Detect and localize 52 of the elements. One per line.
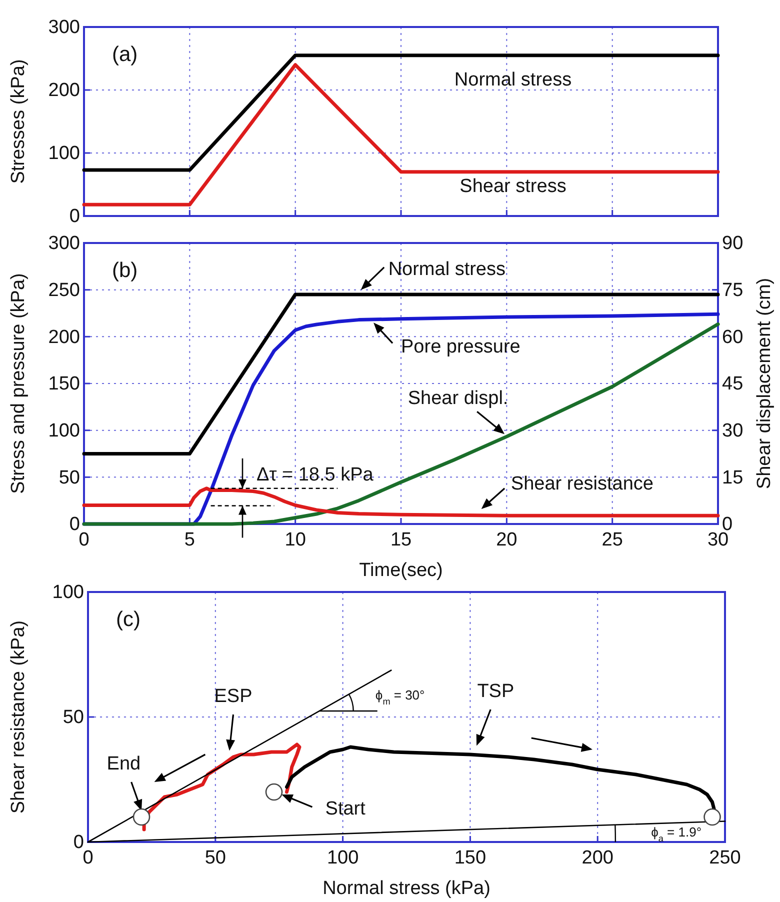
y-tick-label: 50 [62, 707, 84, 728]
y-axis-title: Stress and pressure (kPa) [8, 273, 29, 494]
series-label: Shear resistance [510, 473, 654, 494]
y2-tick-label: 45 [722, 374, 744, 395]
annotation: ϕ$_{m}$ = 30° [375, 688, 425, 706]
y-axis-title: Stresses (kPa) [8, 59, 29, 184]
series-label: Shear stress [460, 176, 566, 198]
y-tick-label: 50 [58, 467, 80, 488]
y-tick-label: 200 [48, 80, 80, 102]
x-tick-label: 100 [326, 847, 359, 868]
y-tick-label: 0 [69, 514, 80, 536]
y2-tick-label: 30 [722, 420, 744, 442]
x-tick-label: 250 [709, 847, 741, 868]
x-tick-label: 5 [184, 529, 195, 550]
x-axis-title: Normal stress (kPa) [322, 878, 490, 899]
legend-label: Normal stress [388, 258, 506, 280]
series-label: Pore pressure [401, 336, 520, 358]
y-tick-label: 0 [73, 832, 84, 854]
y2-tick-label: 75 [722, 280, 744, 301]
x-tick-label: 10 [284, 529, 306, 550]
text: TSP [477, 681, 514, 702]
x-tick-label: 50 [204, 847, 226, 868]
text: (a) [112, 43, 138, 66]
annotation: ϕ$_{a}$ = 1.9° [651, 824, 702, 844]
annotation: Δτ = 18.5 kPa [256, 464, 374, 486]
y2-tick-label: 15 [722, 467, 744, 488]
y-tick-label: 150 [48, 374, 80, 395]
annotation: Start [325, 798, 366, 820]
y-tick-label: 200 [48, 326, 80, 348]
x-tick-label: 25 [602, 529, 623, 550]
y-tick-label: 100 [48, 143, 80, 164]
y2-axis-title: Shear displacement (cm) [754, 278, 775, 490]
y-tick-label: 100 [52, 582, 84, 604]
series-label: Shear displ. [408, 388, 508, 410]
annotation: End [106, 754, 141, 774]
x-tick-label: 20 [496, 529, 518, 550]
text: ESP [214, 686, 252, 707]
y-tick-label: 300 [48, 17, 80, 38]
y-tick-label: 300 [48, 233, 80, 254]
y-tick-label: 0 [69, 206, 80, 228]
y-axis-title: Shear resistance (kPa) [8, 620, 29, 814]
text: (c) [116, 608, 140, 631]
y2-tick-label: 60 [722, 326, 744, 348]
x-tick-label: 150 [454, 847, 486, 868]
x-tick-label: 15 [390, 529, 412, 550]
y2-tick-label: 90 [722, 233, 744, 254]
x-axis-title: Time(sec) [359, 560, 443, 581]
y-tick-label: 100 [48, 420, 80, 442]
x-tick-label: 200 [582, 847, 614, 868]
series-label: Normal stress [454, 70, 572, 91]
y-tick-label: 250 [48, 280, 80, 301]
text: (b) [112, 259, 138, 282]
